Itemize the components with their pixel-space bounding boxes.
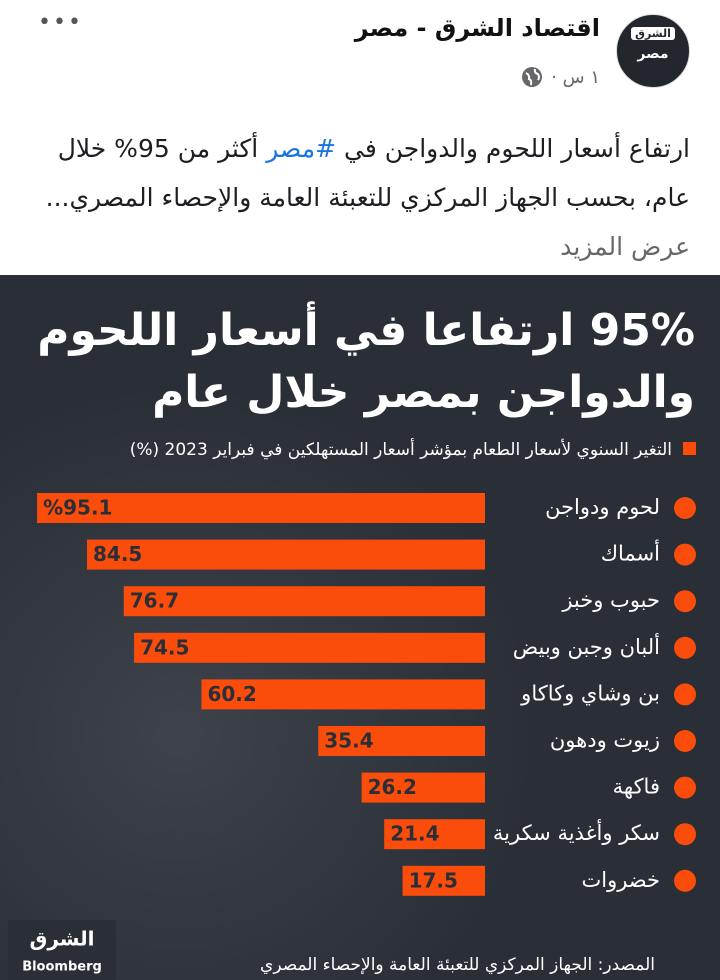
value-label: 17.5 — [409, 868, 458, 892]
bar — [87, 539, 485, 570]
value-label: 74.5 — [140, 635, 189, 659]
see-more[interactable]: عرض المزيد — [560, 232, 690, 261]
bar — [318, 726, 485, 756]
value-label: 26.2 — [368, 775, 417, 799]
post-time: ١ س · — [521, 66, 600, 88]
logo-bloomberg: Bloomberg — [22, 960, 102, 975]
bar — [134, 632, 486, 663]
value-label: %95.1 — [43, 496, 112, 520]
infographic-background — [0, 275, 720, 980]
chart-title-line: والدواجن بمصر خلال عام — [152, 367, 695, 418]
value-label: 35.4 — [324, 729, 373, 753]
infographic: 95% ارتفاعا في أسعار اللحوم والدواجن بمص… — [0, 275, 720, 980]
value-label: 84.5 — [93, 542, 142, 566]
post-header: الشرق مصر اقتصاد الشرق - مصر ١ س · ••• — [0, 0, 720, 110]
value-label: 21.4 — [390, 822, 439, 846]
category-icon — [674, 869, 696, 892]
globe-icon — [522, 67, 543, 87]
hashtag[interactable]: #مصر — [266, 134, 337, 163]
category-label: خضروات — [581, 868, 660, 892]
category-label: زيوت ودهون — [550, 728, 660, 752]
category-label: ألبان وجبن وبيض — [513, 633, 660, 659]
subtitle-marker — [683, 442, 696, 455]
avatar-label: مصر — [637, 46, 669, 62]
time-text[interactable]: ١ س · — [551, 66, 600, 88]
logo-box — [8, 920, 116, 980]
chart-title-line: 95% ارتفاعا في أسعار اللحوم — [37, 301, 695, 356]
logo-brand: الشرق — [29, 927, 94, 951]
category-icon — [674, 683, 696, 706]
chart-subtitle: التغير السنوي لأسعار الطعام بمؤشر أسعار … — [130, 438, 672, 460]
value-label: 76.7 — [130, 589, 179, 613]
category-label: سكر وأغذية سكرية — [493, 819, 660, 845]
bar — [37, 493, 485, 523]
category-icon — [674, 543, 696, 566]
page-avatar[interactable]: الشرق مصر — [616, 14, 690, 88]
category-label: بن وشاي وكاكاو — [520, 681, 660, 705]
category-label: لحوم ودواجن — [545, 495, 660, 519]
post-menu[interactable]: ••• — [38, 10, 83, 35]
avatar-brand: الشرق — [631, 27, 675, 40]
category-label: فاكهة — [613, 775, 660, 799]
page-name[interactable]: اقتصاد الشرق - مصر — [354, 14, 600, 42]
post-text: ارتفاع أسعار اللحوم والدواجن في #مصر أكث… — [30, 124, 690, 271]
category-icon — [674, 776, 696, 799]
category-label: حبوب وخبز — [561, 588, 660, 612]
value-label: 60.2 — [207, 682, 256, 706]
bar — [402, 865, 485, 896]
category-icon — [674, 823, 696, 846]
chart-source: المصدر: الجهاز المركزي للتعبئة العامة وا… — [260, 955, 655, 975]
category-icon — [674, 497, 696, 519]
category-icon — [674, 590, 696, 613]
bar — [201, 679, 485, 710]
post-text-end: أكثر من 95% خلال عام، بحسب الجهاز المركز… — [45, 134, 690, 212]
category-label: أسماك — [601, 540, 660, 566]
category-icon — [674, 730, 696, 752]
bar — [123, 586, 486, 617]
bar — [384, 819, 485, 850]
category-icon — [674, 636, 696, 659]
post-text-start: ارتفاع أسعار اللحوم والدواجن في — [343, 134, 690, 163]
bar — [361, 772, 485, 803]
